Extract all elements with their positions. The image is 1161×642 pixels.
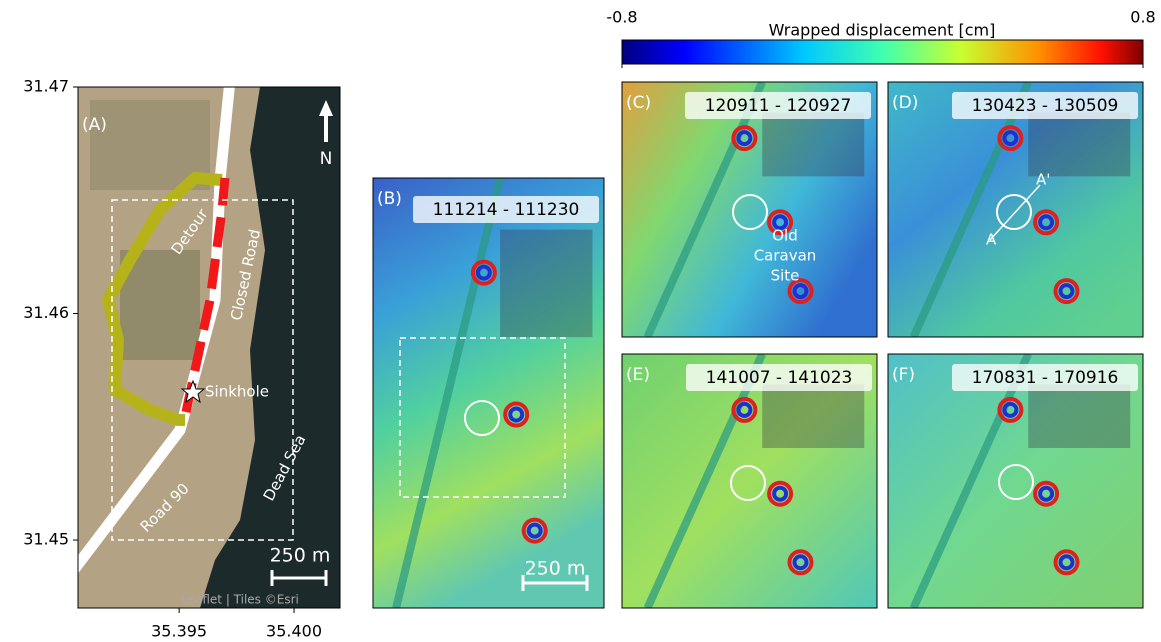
decorrelated-area: [1028, 384, 1130, 448]
interferogram: [888, 82, 1143, 337]
scale-label: 250 m: [525, 558, 586, 580]
panel-label: (B): [377, 189, 402, 209]
site-label: Site: [771, 267, 800, 285]
panel-label: (C): [626, 93, 651, 113]
colorbar: [622, 40, 1143, 64]
x-tick-label: 35.395: [151, 622, 207, 641]
interferogram: [888, 354, 1143, 608]
scale-label: 250 m: [270, 545, 331, 567]
date-label: 120911 - 120927: [705, 96, 852, 116]
decorrelated-area: [762, 384, 864, 448]
date-label: 111214 - 111230: [433, 200, 580, 220]
y-tick-label: 31.45: [23, 530, 69, 549]
panel-label: (F): [892, 365, 915, 385]
figure: Wrapped displacement [cm] (A) N Detour C…: [0, 0, 1161, 642]
y-tick-label: 31.46: [23, 303, 69, 322]
profile-start: A: [986, 231, 997, 249]
decorrelated-area: [762, 113, 864, 177]
decorrelated-area: [1028, 113, 1130, 177]
site-label: Old: [772, 227, 798, 245]
panel-label: (D): [892, 93, 918, 113]
sinkhole-label: Sinkhole: [205, 383, 269, 401]
decorrelated-area: [500, 230, 592, 338]
interferogram: [373, 178, 604, 608]
x-tick-label: 35.400: [266, 622, 322, 641]
date-label: 130423 - 130509: [972, 96, 1119, 116]
north-label: N: [320, 149, 333, 169]
panel-label: (A): [82, 115, 107, 135]
date-label: 141007 - 141023: [706, 368, 853, 388]
colorbar-label: Wrapped displacement [cm]: [769, 21, 996, 40]
interferogram: [622, 354, 877, 608]
colorbar-tick-label: 0.8: [1130, 8, 1155, 27]
panel-label: (E): [626, 365, 650, 385]
site-label: Caravan: [754, 247, 817, 265]
profile-end: A': [1036, 171, 1050, 189]
attribution: Leaflet | Tiles ©Esri: [181, 593, 299, 607]
interferograms: (B) 111214 - 111230 250 m (C) 120911 - 12092…: [373, 82, 1143, 608]
y-tick-label: 31.47: [23, 77, 69, 96]
interferogram: [622, 82, 877, 337]
colorbar-tick-label: -0.8: [606, 8, 637, 27]
satellite-map: [70, 80, 340, 608]
date-label: 170831 - 170916: [972, 368, 1119, 388]
